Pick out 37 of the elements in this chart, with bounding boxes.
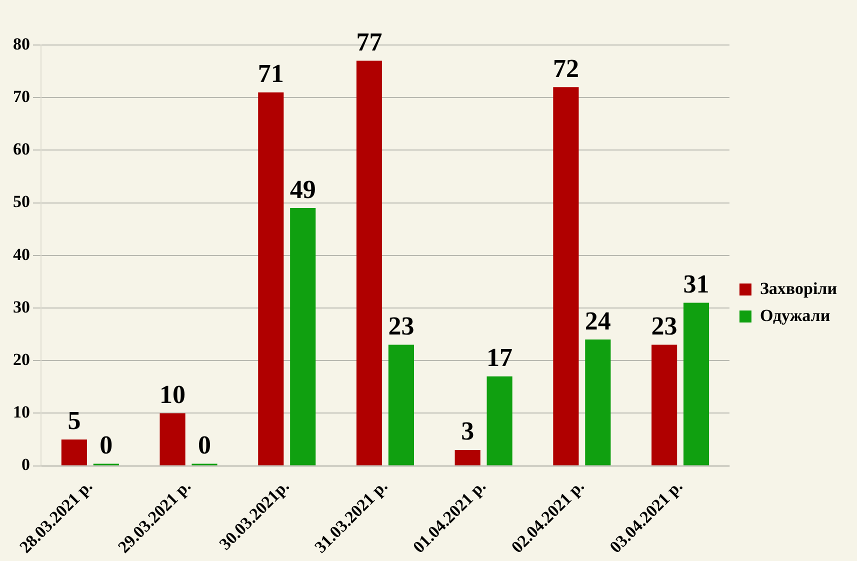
bar (486, 376, 512, 466)
legend-label: Одужали (760, 306, 830, 325)
bar (388, 344, 414, 466)
data-label: 23 (388, 312, 414, 341)
bar (61, 439, 87, 466)
y-tick-label: 50 (13, 192, 30, 212)
data-label: 71 (258, 59, 284, 88)
data-label: 10 (160, 380, 186, 409)
legend-label: Захворіли (760, 278, 838, 298)
data-label: 5 (68, 406, 81, 436)
data-label: 3 (461, 416, 474, 446)
bar (454, 450, 480, 466)
data-label: 72 (552, 54, 579, 83)
data-label: 0 (100, 430, 113, 460)
y-tick-label: 40 (13, 244, 30, 264)
data-label: 0 (198, 430, 212, 460)
data-label: 23 (651, 312, 678, 341)
bar (356, 60, 382, 466)
y-tick-label: 0 (22, 455, 30, 474)
bar (160, 413, 186, 466)
y-tick-label: 20 (13, 350, 30, 369)
data-label: 49 (290, 174, 316, 204)
bar (652, 344, 678, 466)
data-label: 77 (356, 28, 382, 56)
y-tick-label: 60 (13, 140, 30, 159)
data-label: 31 (683, 269, 710, 298)
y-tick-label: 70 (13, 86, 30, 106)
bar (290, 208, 316, 466)
bar (258, 92, 284, 466)
data-label: 17 (486, 343, 513, 372)
y-tick-label: 30 (13, 297, 30, 316)
bar (585, 340, 611, 466)
bar (683, 302, 710, 466)
y-tick-label: 10 (13, 402, 30, 422)
bar (553, 87, 579, 466)
y-tick-label: 80 (13, 34, 30, 54)
data-label: 24 (584, 306, 611, 336)
